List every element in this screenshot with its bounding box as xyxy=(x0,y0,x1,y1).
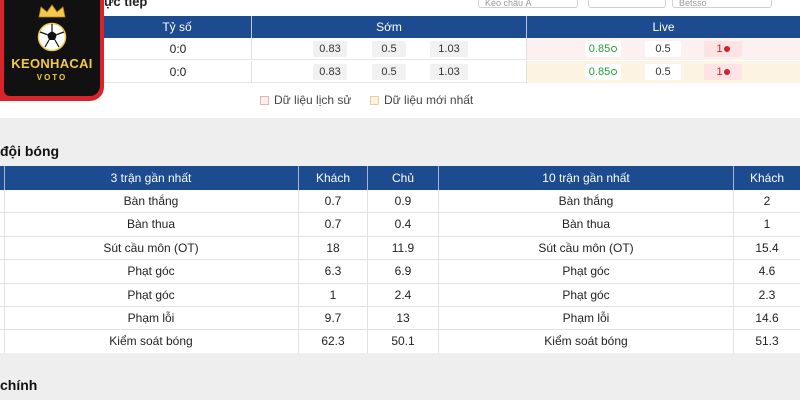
early-home-odds: 0.83 xyxy=(313,64,347,80)
header-last10: 10 trận gần nhất xyxy=(542,171,630,185)
stats-row: Bàn thắng 0.7 0.9 Bàn thắng 2 xyxy=(0,190,800,214)
live-handicap: 0.5 xyxy=(645,64,681,80)
live-home-value: 0.85 xyxy=(588,66,611,78)
up-arrow-icon xyxy=(611,69,618,75)
stat-home-last3: 2.4 xyxy=(394,287,412,302)
crown-icon xyxy=(38,4,66,18)
stats-row: Kiểm soát bóng 62.3 50.1 Kiểm soát bóng 51.3 xyxy=(0,330,800,354)
stat-label-last3: Kiểm soát bóng xyxy=(109,334,193,349)
live-home-odds: 0.85 xyxy=(585,64,621,80)
header-away-10: Khách xyxy=(749,171,785,185)
down-arrow-icon xyxy=(723,46,730,52)
legend-history-label: Dữ liệu lịch sử xyxy=(274,93,352,107)
stat-away-last3: 9.7 xyxy=(324,311,342,325)
stat-label-last10: Kiểm soát bóng xyxy=(544,334,628,349)
stat-home-last3: 11.9 xyxy=(391,240,415,255)
stat-label-last10: Bàn thua xyxy=(561,217,611,232)
stat-label-last3: Bàn thắng xyxy=(123,194,179,208)
stat-away-last3: 0.7 xyxy=(324,217,342,232)
stat-label-last3: Phạt góc xyxy=(127,264,175,279)
stat-away-last10: 1 xyxy=(763,217,771,232)
newest-swatch xyxy=(370,96,379,105)
period-select[interactable] xyxy=(588,0,666,8)
bookmaker-select[interactable]: Betsso xyxy=(672,0,772,8)
odds-type-select[interactable]: Kèo châu Á xyxy=(478,0,578,8)
header-away: Khách xyxy=(315,171,351,185)
stat-home-last3: 50.1 xyxy=(391,334,415,349)
header-early: Sớm xyxy=(376,20,402,34)
stat-away-last3: 6.3 xyxy=(324,264,342,279)
header-last3: 3 trận gần nhất xyxy=(110,171,192,185)
stat-home-last3: 0.9 xyxy=(394,194,412,208)
stat-label-last10: Phạt góc xyxy=(562,264,610,279)
section-band: chính xyxy=(0,353,800,400)
stat-label-last3: Phạm lỗi xyxy=(127,311,175,325)
live-home-odds: 0.85 xyxy=(585,41,621,57)
soccer-ball-icon xyxy=(37,22,67,52)
stat-home-last3: 13 xyxy=(396,311,410,325)
early-away-odds: 1.03 xyxy=(430,64,468,80)
top-strip: ực tiếp Kèo châu Á Betsso xyxy=(0,0,800,14)
odds-score: 0:0 xyxy=(169,42,187,56)
stat-away-last3: 18 xyxy=(326,240,340,255)
live-away-value: 1 xyxy=(716,43,723,55)
stats-row: Sút cầu môn (OT) 18 11.9 Sút cầu môn (OT) 15… xyxy=(0,236,800,261)
live-handicap: 0.5 xyxy=(645,41,681,57)
logo-badge: KEONHACAI VOTO xyxy=(4,0,100,96)
site-logo[interactable]: KEONHACAI VOTO xyxy=(0,0,104,101)
live-home-value: 0.85 xyxy=(588,43,611,55)
logo-brand-text: KEONHACAI xyxy=(11,56,93,71)
main-section-title: chính xyxy=(0,377,38,393)
stats-row: Phạm lỗi 9.7 13 Phạm lỗi 14.6 xyxy=(0,307,800,331)
early-away-odds: 1.03 xyxy=(430,41,468,57)
stat-away-last3: 1 xyxy=(329,287,337,302)
stat-label-last3: Bàn thua xyxy=(126,217,176,232)
stat-label-last10: Sút cầu môn (OT) xyxy=(538,240,634,255)
odds-row: 0:0 0.83 0.5 1.03 0.85 0.5 1 xyxy=(0,38,800,60)
legend-newest-label: Dữ liệu mới nhất xyxy=(384,93,474,107)
stat-home-last3: 6.9 xyxy=(394,264,412,279)
section-band: đội bóng xyxy=(0,118,800,166)
odds-table-header: Tỷ số Sớm Live xyxy=(0,16,800,38)
down-arrow-icon xyxy=(723,69,730,75)
stat-away-last10: 15.4 xyxy=(755,240,779,255)
stat-label-last3: Phạt góc xyxy=(127,287,175,302)
header-home: Chủ xyxy=(391,171,414,185)
stat-away-last10: 2 xyxy=(763,194,771,208)
odds-score: 0:0 xyxy=(169,65,187,79)
early-handicap: 0.5 xyxy=(372,64,406,80)
stat-away-last10: 14.6 xyxy=(755,311,779,325)
stat-away-last10: 4.6 xyxy=(758,264,776,279)
stat-label-last10: Phạm lỗi xyxy=(562,311,610,325)
history-swatch xyxy=(260,96,269,105)
stat-away-last10: 51.3 xyxy=(755,334,779,349)
team-stats-title: đội bóng xyxy=(0,143,60,159)
live-away-odds: 1 xyxy=(704,41,742,57)
stats-row: Bàn thua 0.7 0.4 Bàn thua 1 xyxy=(0,213,800,237)
stat-away-last3: 0.7 xyxy=(324,194,342,208)
live-away-odds: 1 xyxy=(704,64,742,80)
stat-home-last3: 0.4 xyxy=(394,217,412,232)
early-home-odds: 0.83 xyxy=(313,41,347,57)
stat-label-last10: Phạt góc xyxy=(562,287,610,302)
live-away-value: 1 xyxy=(716,66,723,78)
legend-history: Dữ liệu lịch sử xyxy=(260,92,351,108)
live-section-title: ực tiếp xyxy=(104,0,148,9)
stats-row: Phạt góc 6.3 6.9 Phạt góc 4.6 xyxy=(0,260,800,284)
legend-newest: Dữ liệu mới nhất xyxy=(370,92,473,108)
header-score: Tỷ số xyxy=(162,20,192,34)
logo-sub-text: VOTO xyxy=(36,73,68,82)
stats-table-header: 3 trận gần nhất Khách Chủ 10 trận gần nh… xyxy=(0,166,800,190)
stat-away-last10: 2.3 xyxy=(758,287,776,302)
stat-label-last10: Bàn thắng xyxy=(558,194,614,208)
stat-label-last3: Sút cầu môn (OT) xyxy=(103,240,199,255)
header-live: Live xyxy=(652,20,675,34)
early-handicap: 0.5 xyxy=(372,41,406,57)
up-arrow-icon xyxy=(611,46,618,52)
odds-row: 0:0 0.83 0.5 1.03 0.85 0.5 1 xyxy=(0,61,800,83)
stats-row: Phạt góc 1 2.4 Phạt góc 2.3 xyxy=(0,283,800,307)
stat-away-last3: 62.3 xyxy=(321,334,345,349)
